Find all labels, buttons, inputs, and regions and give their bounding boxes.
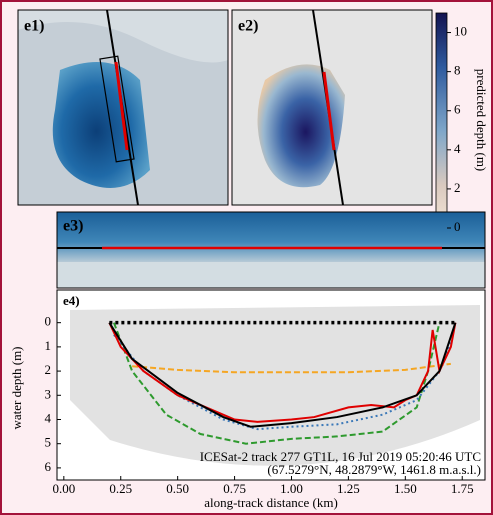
y-tick-label: 4 xyxy=(454,141,461,156)
panel-label: e1) xyxy=(24,18,44,35)
panel-e2: e2) xyxy=(231,9,433,206)
series-line xyxy=(132,362,451,374)
y-axis-label: water depth (m) xyxy=(9,346,24,429)
y-tick-label: 8 xyxy=(454,63,461,78)
y-tick-label: 6 xyxy=(45,459,52,474)
y-axis-label: predicted depth (m) xyxy=(474,69,489,172)
y-tick-label: 2 xyxy=(45,362,52,377)
x-tick-label: 1.50 xyxy=(394,481,417,496)
x-tick-label: 0.75 xyxy=(223,481,246,496)
x-tick-label: 0.25 xyxy=(109,481,132,496)
panel-label: e2) xyxy=(238,18,258,35)
panel-label: e4) xyxy=(63,293,80,308)
y-tick-label: 4 xyxy=(45,410,52,425)
x-tick-label: 1.25 xyxy=(337,481,360,496)
y-tick-label: 3 xyxy=(45,386,52,401)
panel-label: e3) xyxy=(63,218,83,235)
series-line xyxy=(112,322,441,445)
annotation: (67.5279°N, 48.2879°W, 1461.8 m.a.s.l.) xyxy=(267,462,481,477)
x-tick-label: 0.50 xyxy=(166,481,189,496)
photon-cloud xyxy=(70,305,480,466)
x-tick-label: 1.75 xyxy=(451,481,474,496)
series-line xyxy=(108,322,457,428)
y-tick-label: 2 xyxy=(454,180,461,195)
y-tick-label: 0 xyxy=(454,219,461,234)
panel-e1: e1) xyxy=(17,9,229,206)
y-tick-label: 10 xyxy=(454,24,467,39)
colorbar xyxy=(435,12,448,229)
y-tick-label: 5 xyxy=(45,435,52,450)
y-tick-label: 1 xyxy=(45,338,52,353)
x-tick-label: 1.00 xyxy=(280,481,303,496)
y-tick-label: 0 xyxy=(45,314,52,329)
x-axis-label: along-track distance (km) xyxy=(204,495,338,510)
x-tick-label: 0.00 xyxy=(52,481,75,496)
y-tick-label: 6 xyxy=(454,102,461,117)
annotation: ICESat-2 track 277 GT1L, 16 Jul 2019 05:… xyxy=(200,449,481,464)
panel-e3: e3) xyxy=(56,211,486,289)
series-line xyxy=(108,322,457,423)
series-line xyxy=(113,334,452,431)
